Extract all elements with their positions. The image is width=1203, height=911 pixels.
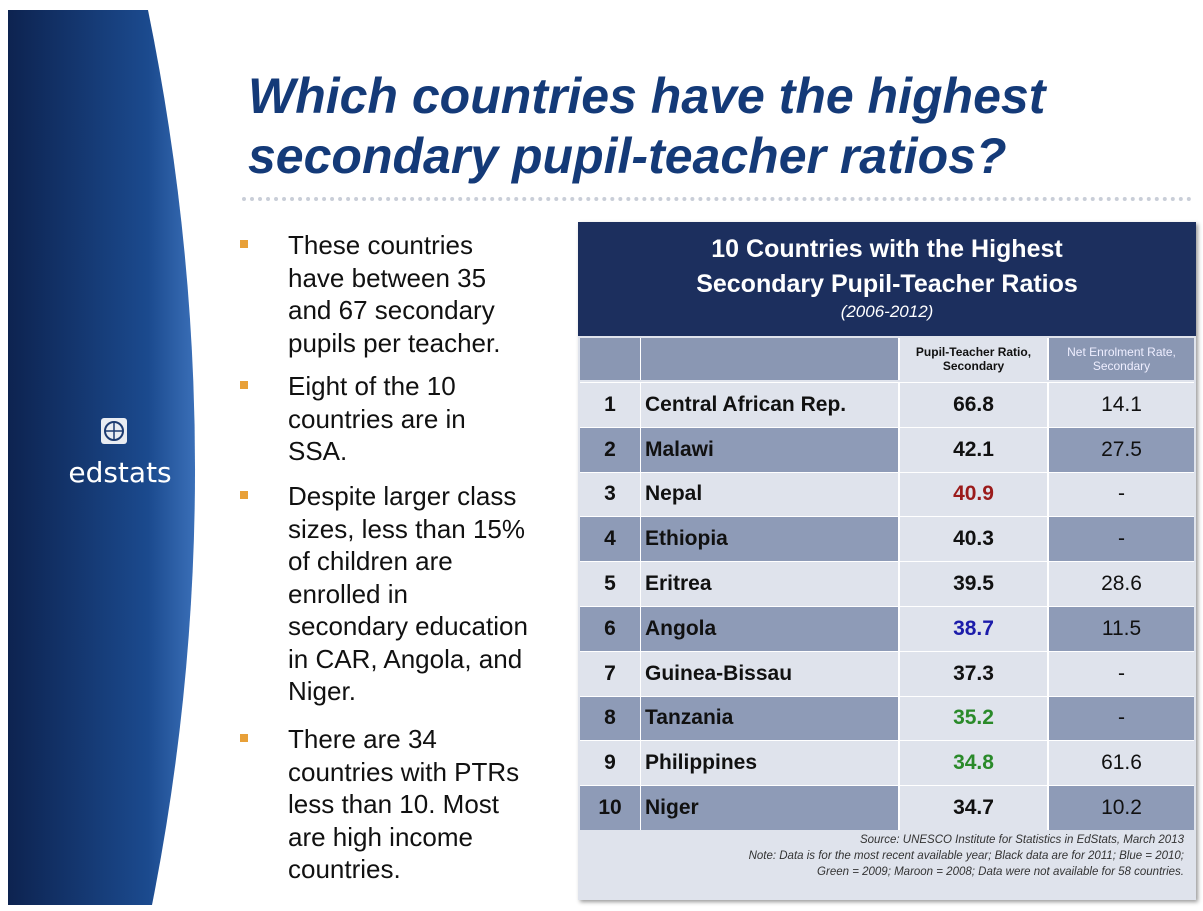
bullet-line: and 67 secondary (288, 295, 495, 325)
bullet-line: pupils per teacher. (288, 327, 501, 358)
table-row: 5 Eritrea 39.5 28.6 (580, 561, 1194, 606)
bullet: There are 34 countries with PTRs less than… (240, 723, 580, 886)
ner-value: - (1047, 696, 1194, 741)
ner-value: - (1047, 651, 1194, 696)
source: Source: UNESCO Institute for Statistics … (859, 834, 1184, 846)
table-title: Secondary Pupil-Teacher Ratios (696, 270, 1078, 298)
table-row: 10 Niger 34.7 10.2 (580, 785, 1194, 830)
title-line: secondary pupil-teacher ratios? (248, 128, 1007, 184)
bullet-marker (240, 381, 248, 389)
table-row: 2 Malawi 42.1 27.5 (580, 426, 1194, 472)
rank: 8 (604, 706, 616, 730)
column-header: Net Enrolment Rate, Secondary (1047, 338, 1194, 380)
table-header: 10 Countries with the Highest Secondary … (578, 222, 1196, 336)
table-subtitle: (2006-2012) (840, 302, 934, 321)
bullet-line: There are 34 (288, 724, 437, 754)
ner-value: - (1047, 472, 1194, 517)
ptr-value: 37.3 (898, 651, 1047, 696)
ptr-value: 38.7 (898, 607, 1047, 651)
rank: 1 (604, 392, 616, 416)
table-footer: Source: UNESCO Institute for Statistics … (578, 832, 1184, 880)
ptr-value: 39.5 (898, 562, 1047, 606)
bullet: Eight of the 10 countries are in SSA. (240, 370, 580, 468)
table-row: 1 Central African Rep. 66.8 14.1 (580, 382, 1194, 427)
table-row: 3 Nepal 40.9- (580, 471, 1194, 517)
bullet-line: countries. (288, 854, 401, 884)
bullet-line: These countries (288, 230, 473, 260)
table-row: 4 Ethiopia 40.3- (580, 516, 1194, 562)
bullet-line: secondary education (288, 611, 528, 641)
column-header: Pupil-Teacher Ratio, Secondary (898, 338, 1047, 380)
country: Malawi (640, 427, 898, 472)
table-row: 7 Guinea-Bissau 37.3- (580, 650, 1194, 696)
bullet-line: enrolled in (288, 578, 408, 609)
bullet-line: are high income (288, 821, 473, 852)
divider (242, 197, 1192, 201)
bullet-line: have between 35 (288, 262, 487, 293)
cell (640, 338, 898, 380)
bullet-marker (240, 240, 248, 248)
bullet-marker (240, 491, 248, 499)
ptr-value: 66.8 (898, 383, 1047, 427)
rank: 7 (604, 661, 616, 685)
ptr-value: 35.2 (898, 696, 1047, 741)
cell (580, 338, 640, 380)
note: Green = 2009; Maroon = 2008; Data were n… (817, 866, 1184, 878)
bullet-line: countries with PTRs (288, 756, 520, 787)
country: Nepal (640, 472, 898, 517)
bullet: Despite larger class sizes, less than 15%… (240, 480, 580, 708)
band-shape (8, 10, 196, 905)
bullet-line: SSA. (288, 436, 348, 466)
ptr-value: 34.8 (898, 741, 1047, 786)
rank: 4 (604, 527, 616, 551)
title-line: Which countries have the highest (248, 68, 1046, 124)
ner-value: 10.2 (1047, 786, 1194, 830)
table-row: 8 Tanzania 35.2- (580, 695, 1194, 741)
table-row: 9 Philippines 34.8 61.6 (580, 740, 1194, 786)
country: Niger (640, 786, 898, 830)
country: Philippines (640, 741, 898, 786)
ptr-value: 40.3 (898, 517, 1047, 562)
rank: 10 (598, 796, 622, 820)
table-row: 6 Angola 38.7 11.5 (580, 606, 1194, 651)
bullet-line: Niger. (288, 676, 356, 706)
logo-text: edstats (68, 456, 171, 489)
rank: 3 (604, 482, 616, 506)
ptr-value: 40.9 (898, 472, 1047, 517)
ner-value: 61.6 (1047, 741, 1194, 786)
bullet-line: Despite larger class (288, 481, 517, 511)
ner-value: 14.1 (1047, 383, 1194, 427)
bullet: These countries have between 35 and 67 sec… (240, 229, 580, 359)
bullet-line: sizes, less than 15% (288, 513, 526, 544)
country: Angola (640, 607, 898, 651)
country: Eritrea (640, 562, 898, 606)
rank: 9 (604, 751, 616, 775)
ner-value: 28.6 (1047, 562, 1194, 606)
country: Central African Rep. (640, 383, 898, 427)
title: Which countries have the highest seconda… (248, 66, 1045, 186)
country: Tanzania (640, 696, 898, 741)
table: 10 Countries with the Highest Secondary … (578, 222, 1196, 900)
bullet-line: in CAR, Angola, and (288, 643, 523, 674)
country: Guinea-Bissau (640, 651, 898, 696)
ptr-value: 42.1 (898, 427, 1047, 472)
country: Ethiopia (640, 517, 898, 562)
bullet-line: countries are in (288, 403, 466, 434)
bullet-marker (240, 734, 248, 742)
ner-value: 11.5 (1047, 607, 1194, 651)
note: Note: Data is for the most recent availa… (748, 850, 1184, 862)
bullet-line: Eight of the 10 (288, 371, 456, 401)
rank: 5 (604, 572, 616, 596)
rank: 2 (604, 437, 616, 461)
ner-value: 27.5 (1047, 427, 1194, 472)
ner-value: - (1047, 517, 1194, 562)
bullet-line: of children are (288, 546, 453, 576)
rank: 6 (604, 616, 616, 640)
column-header-row: Pupil-Teacher Ratio, Secondary Net Enrol… (580, 338, 1194, 380)
ptr-value: 34.7 (898, 786, 1047, 830)
side-band: edstats (8, 10, 196, 905)
table-title: 10 Countries with the Highest (711, 235, 1063, 263)
bullet-line: less than 10. Most (288, 789, 499, 819)
